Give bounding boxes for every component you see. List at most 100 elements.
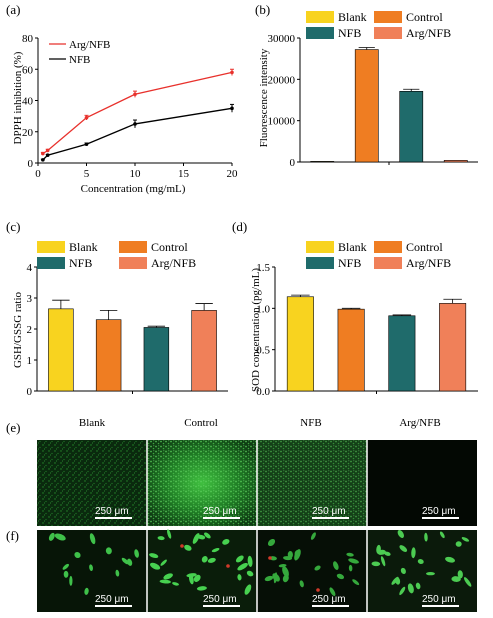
cell bbox=[115, 569, 120, 577]
legend-swatch-blank bbox=[37, 241, 65, 253]
y-tick-label: 1.5 bbox=[256, 262, 270, 274]
legend-label-arg-nfb: Arg/NFB bbox=[151, 256, 196, 270]
cell bbox=[282, 566, 289, 578]
panel-b-bars bbox=[310, 47, 468, 163]
cell bbox=[193, 574, 201, 582]
cell bbox=[399, 586, 406, 596]
legend-swatch-arg-nfb bbox=[119, 257, 147, 269]
panel-e-column-nfb: NFB bbox=[300, 417, 321, 429]
cell bbox=[346, 552, 354, 557]
cell bbox=[222, 539, 230, 545]
cell bbox=[246, 570, 254, 577]
panel-f-label: (f) bbox=[6, 528, 19, 543]
cell bbox=[63, 570, 69, 578]
panel-c-bar-chart: (c) 0 1 2 3 4 GSH/GSSG ratio Blank Control NFB… bbox=[6, 219, 228, 398]
data-point bbox=[84, 115, 89, 120]
data-point bbox=[133, 92, 137, 97]
cell bbox=[74, 551, 81, 559]
y-tick-label: 0 bbox=[27, 386, 33, 398]
legend-label-blank: Blank bbox=[338, 10, 367, 24]
cell bbox=[244, 584, 252, 595]
y-tick-label: 3 bbox=[27, 293, 33, 305]
cell bbox=[348, 564, 353, 572]
cell bbox=[287, 551, 293, 559]
legend-label-arg-nfb: Arg/NFB bbox=[406, 256, 451, 270]
cell bbox=[196, 586, 207, 591]
panel-e-scale-bar-blank: 250 μm bbox=[95, 506, 132, 519]
cell bbox=[371, 561, 381, 567]
cell bbox=[457, 570, 463, 579]
cell bbox=[411, 547, 416, 559]
legend-swatch-nfb bbox=[306, 257, 334, 269]
bar-arg-nfb bbox=[439, 303, 467, 392]
cell bbox=[310, 532, 316, 540]
cell-red bbox=[268, 556, 272, 560]
y-tick-label: 20 bbox=[22, 127, 34, 139]
panel-e-scale-bar-arg-nfb: 250 μm bbox=[422, 506, 459, 519]
data-point bbox=[41, 158, 45, 162]
x-tick-label: 15 bbox=[178, 168, 190, 180]
bar-nfb bbox=[388, 315, 416, 392]
y-tick-label: 30000 bbox=[268, 33, 296, 45]
legend-label-nfb: NFB bbox=[69, 54, 90, 66]
y-tick-label: 0 bbox=[28, 158, 34, 170]
panel-c-y-ticks: 0 1 2 3 4 bbox=[27, 262, 133, 398]
cell bbox=[461, 537, 470, 542]
legend-label-control: Control bbox=[151, 240, 188, 254]
legend-swatch-control bbox=[374, 11, 402, 23]
bar-control bbox=[95, 319, 122, 392]
cell bbox=[149, 553, 159, 559]
bar-arg-nfb bbox=[443, 160, 468, 163]
legend-label-arg-nfb: Arg/NFB bbox=[69, 39, 110, 51]
cell bbox=[167, 529, 172, 539]
cell bbox=[184, 544, 192, 551]
cell bbox=[397, 530, 404, 538]
cell bbox=[455, 541, 462, 547]
y-tick-label: 1 bbox=[27, 355, 33, 367]
panel-a-legend: Arg/NFB NFB bbox=[49, 39, 110, 66]
cell bbox=[48, 532, 55, 541]
cell bbox=[160, 559, 167, 566]
legend-label-control: Control bbox=[406, 10, 443, 24]
cell bbox=[463, 577, 472, 587]
cell bbox=[207, 557, 216, 563]
y-tick-label: 10000 bbox=[268, 116, 296, 128]
cell bbox=[127, 558, 133, 566]
svg-text:250 μm: 250 μm bbox=[312, 506, 346, 517]
bar-arg-nfb bbox=[191, 310, 217, 392]
data-point bbox=[230, 70, 234, 75]
cell bbox=[247, 555, 253, 567]
panel-a-line-chart: (a) 0 20 40 60 80 0 5 10 15 20 Concentration (mg… bbox=[6, 2, 238, 195]
cell bbox=[294, 549, 301, 561]
cell bbox=[267, 538, 276, 547]
data-point bbox=[84, 142, 89, 147]
y-tick-label: 1.0 bbox=[256, 303, 270, 315]
data-point bbox=[45, 148, 50, 153]
cell bbox=[407, 583, 414, 594]
bar-blank bbox=[286, 296, 314, 392]
panel-c-bars bbox=[48, 299, 217, 392]
panel-a-y-ticks: 0 20 40 60 80 bbox=[22, 33, 38, 170]
cell bbox=[159, 579, 171, 584]
svg-text:250 μm: 250 μm bbox=[95, 506, 129, 517]
legend-label-blank: Blank bbox=[338, 240, 367, 254]
panel-f-image-nfb bbox=[257, 530, 367, 612]
cell bbox=[134, 549, 139, 558]
cell bbox=[62, 563, 70, 570]
y-tick-label: 4 bbox=[27, 262, 33, 274]
panel-e-image-arg-nfb bbox=[367, 440, 477, 526]
cell bbox=[149, 562, 161, 570]
legend-swatch-blank bbox=[306, 11, 334, 23]
cell bbox=[264, 575, 274, 582]
legend-swatch-control bbox=[119, 241, 147, 253]
panel-e-image-control bbox=[147, 440, 257, 526]
svg-text:250 μm: 250 μm bbox=[203, 594, 237, 605]
bar-blank bbox=[310, 161, 335, 163]
cell bbox=[417, 559, 424, 565]
y-tick-label: 40 bbox=[22, 96, 34, 108]
cell bbox=[352, 579, 360, 586]
x-tick-label: 0 bbox=[35, 168, 41, 180]
cell bbox=[439, 531, 445, 539]
svg-text:250 μm: 250 μm bbox=[422, 506, 456, 517]
